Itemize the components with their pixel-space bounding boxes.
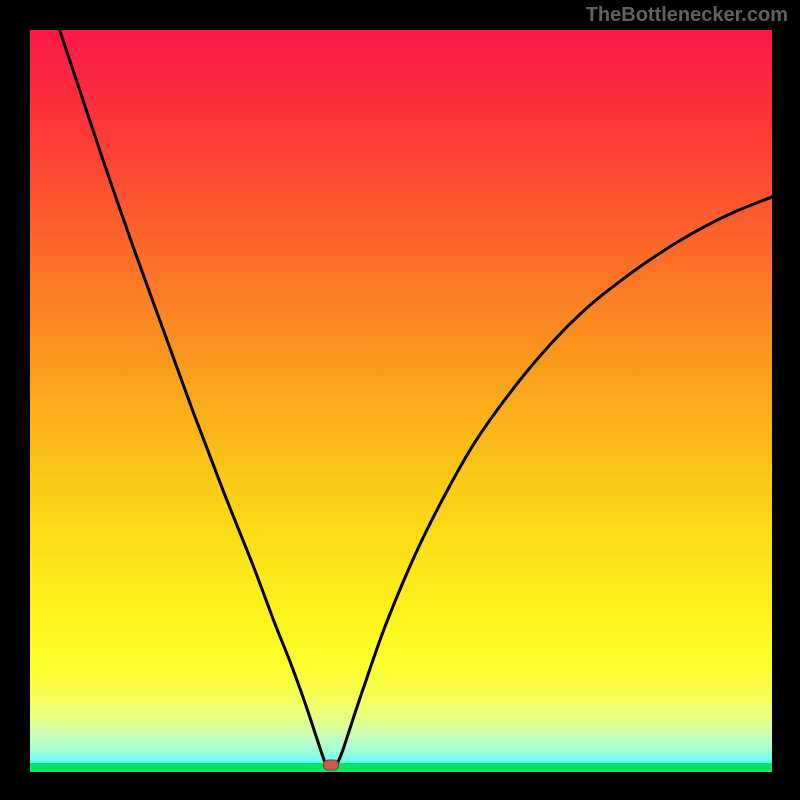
watermark-text: TheBottlenecker.com (586, 4, 788, 27)
chart-container: TheBottlenecker.com (0, 0, 800, 800)
plot-area (30, 30, 772, 772)
curve-svg (30, 30, 772, 772)
bottleneck-curve (60, 30, 772, 766)
optimal-point-marker (323, 759, 339, 770)
